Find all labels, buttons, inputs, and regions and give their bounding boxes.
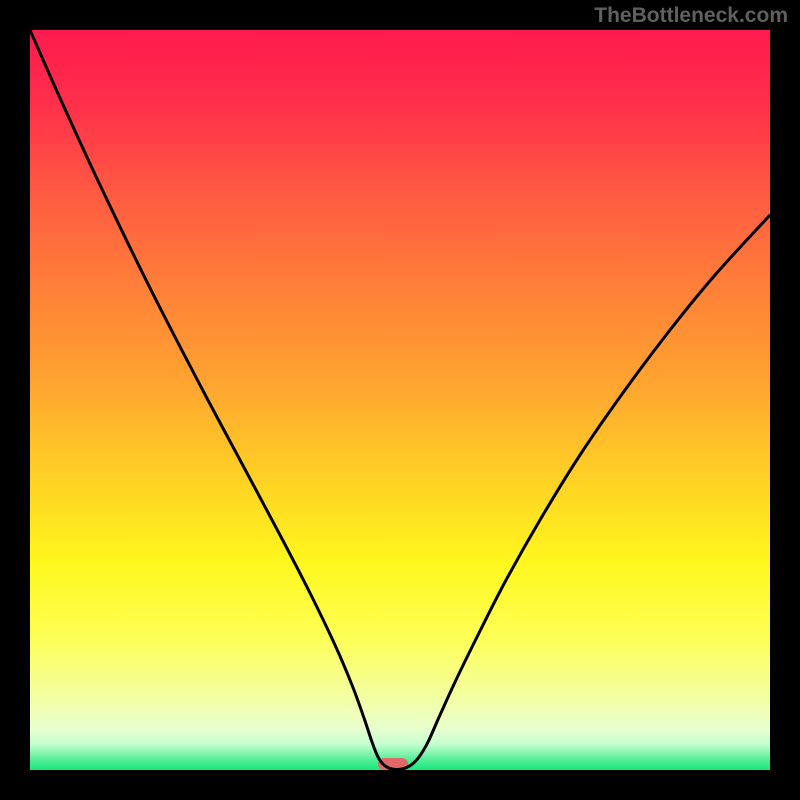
chart-container: { "watermark": { "text": "TheBottleneck.… [0, 0, 800, 800]
bottleneck-chart [0, 0, 800, 800]
plot-background [30, 30, 770, 770]
watermark-text: TheBottleneck.com [594, 4, 788, 28]
